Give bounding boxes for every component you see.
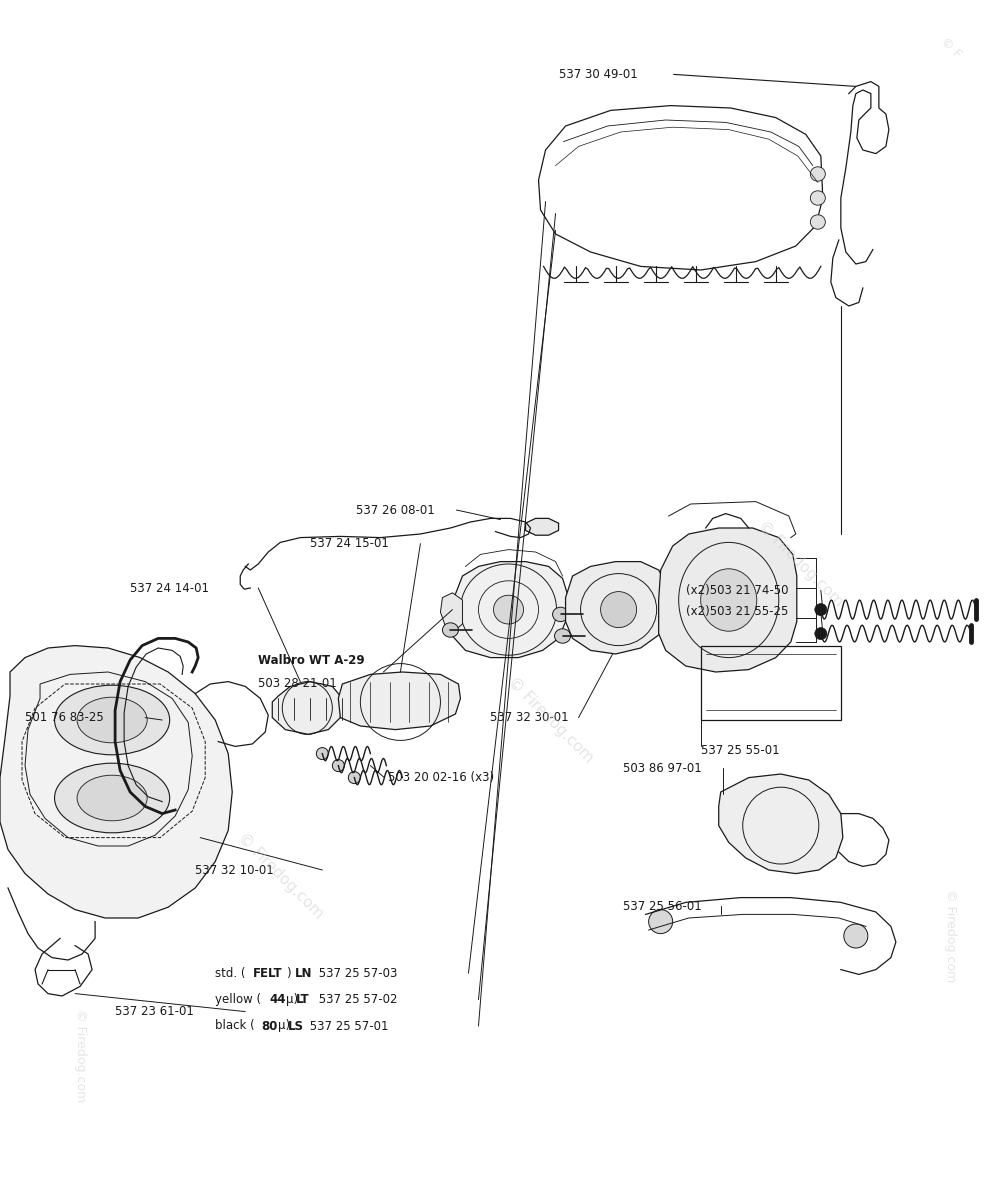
Text: © Firedog.com: © Firedog.com [505, 674, 597, 766]
Polygon shape [526, 518, 559, 535]
Ellipse shape [553, 607, 569, 622]
Ellipse shape [810, 215, 825, 229]
Text: 44: 44 [269, 994, 285, 1006]
Polygon shape [659, 528, 797, 672]
Ellipse shape [810, 167, 825, 181]
Text: black (: black ( [215, 1020, 255, 1032]
Text: 537 25 56-01: 537 25 56-01 [623, 900, 702, 912]
Text: std. (: std. ( [215, 967, 245, 979]
Text: 537 24 15-01: 537 24 15-01 [310, 538, 389, 550]
Text: 537 25 57-02: 537 25 57-02 [315, 994, 397, 1006]
Text: yellow (: yellow ( [215, 994, 261, 1006]
Text: 501 76 83-25: 501 76 83-25 [25, 712, 104, 724]
Text: (x2)503 21 74-50: (x2)503 21 74-50 [686, 584, 788, 596]
Polygon shape [539, 106, 823, 270]
Ellipse shape [316, 748, 328, 760]
Ellipse shape [77, 775, 147, 821]
Ellipse shape [55, 763, 170, 833]
Ellipse shape [601, 592, 637, 628]
Ellipse shape [442, 623, 458, 637]
Polygon shape [440, 593, 462, 630]
Text: 537 26 08-01: 537 26 08-01 [356, 504, 435, 516]
Text: LT: LT [296, 994, 310, 1006]
Text: Walbro WT A-29: Walbro WT A-29 [258, 654, 365, 666]
Text: 503 86 97-01: 503 86 97-01 [623, 762, 702, 774]
Text: FELT: FELT [253, 967, 283, 979]
Text: 537 25 57-03: 537 25 57-03 [315, 967, 397, 979]
Text: 537 32 10-01: 537 32 10-01 [195, 864, 274, 876]
Circle shape [844, 924, 868, 948]
Polygon shape [566, 562, 669, 654]
Circle shape [815, 628, 827, 640]
Ellipse shape [555, 629, 571, 643]
Circle shape [649, 910, 673, 934]
Ellipse shape [493, 595, 524, 624]
Polygon shape [338, 672, 460, 730]
Polygon shape [448, 562, 569, 658]
Text: 503 20 02-16 (x3): 503 20 02-16 (x3) [388, 772, 494, 784]
Polygon shape [0, 646, 232, 918]
Text: 503 28 21-01: 503 28 21-01 [258, 678, 337, 690]
Polygon shape [272, 682, 342, 734]
Ellipse shape [332, 760, 344, 772]
Ellipse shape [810, 191, 825, 205]
Text: © Firedog.com: © Firedog.com [234, 830, 326, 922]
Text: 537 30 49-01: 537 30 49-01 [559, 68, 638, 80]
Text: (x2)503 21 55-25: (x2)503 21 55-25 [686, 606, 788, 618]
Ellipse shape [701, 569, 757, 631]
Text: © F: © F [938, 35, 964, 61]
Text: 537 32 30-01: 537 32 30-01 [490, 712, 570, 724]
Text: © Firedog.com: © Firedog.com [945, 889, 957, 983]
Text: 80: 80 [261, 1020, 277, 1032]
Ellipse shape [55, 685, 170, 755]
Text: μ): μ) [278, 1020, 294, 1032]
Text: μ): μ) [286, 994, 302, 1006]
Text: ): ) [287, 967, 295, 979]
Ellipse shape [348, 772, 360, 784]
Polygon shape [719, 774, 843, 874]
Circle shape [815, 604, 827, 616]
Text: 537 25 57-01: 537 25 57-01 [306, 1020, 388, 1032]
Text: LS: LS [288, 1020, 304, 1032]
Text: © Firedog.com: © Firedog.com [74, 1009, 86, 1103]
Text: LN: LN [295, 967, 312, 979]
Text: © Firedog.com: © Firedog.com [755, 518, 847, 610]
Text: 537 25 55-01: 537 25 55-01 [701, 744, 780, 756]
Ellipse shape [77, 697, 147, 743]
Text: 537 24 14-01: 537 24 14-01 [130, 582, 209, 594]
Text: 537 23 61-01: 537 23 61-01 [115, 1006, 194, 1018]
